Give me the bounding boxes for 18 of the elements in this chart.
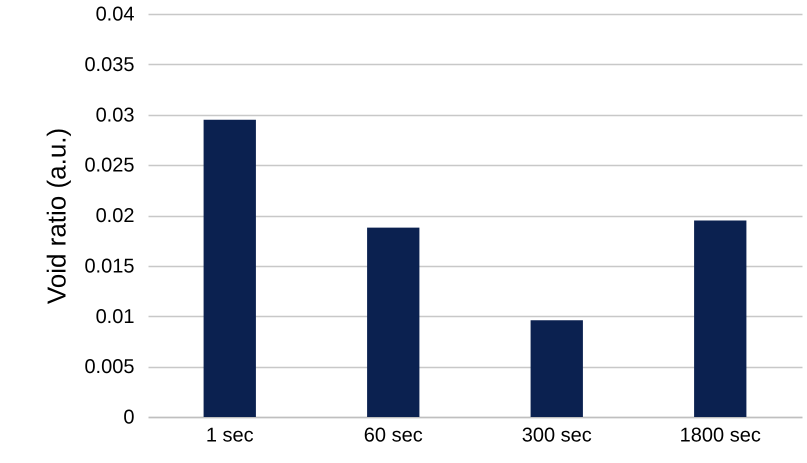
y-tick-label: 0.035 [84, 54, 134, 76]
x-tick-label: 300 sec [522, 424, 592, 446]
y-axis-title: Void ratio (a.u.) [41, 128, 72, 304]
bar [367, 228, 420, 417]
bar [204, 120, 256, 417]
y-tick-label: 0.015 [84, 255, 134, 278]
bar [530, 320, 583, 417]
bar [694, 220, 746, 417]
y-tick-label: 0.03 [96, 104, 134, 126]
y-tick-label: 0.01 [96, 306, 134, 328]
x-tick-label: 1 sec [206, 424, 254, 446]
y-tick-label: 0.02 [96, 205, 134, 227]
y-tick-label: 0 [123, 406, 134, 428]
y-tick-label: 0.04 [96, 4, 134, 26]
y-tick-label: 0.005 [84, 356, 134, 378]
y-tick-label: 0.025 [84, 154, 134, 177]
x-tick-label: 60 sec [364, 424, 423, 446]
x-tick-label: 1800 sec [680, 424, 761, 446]
